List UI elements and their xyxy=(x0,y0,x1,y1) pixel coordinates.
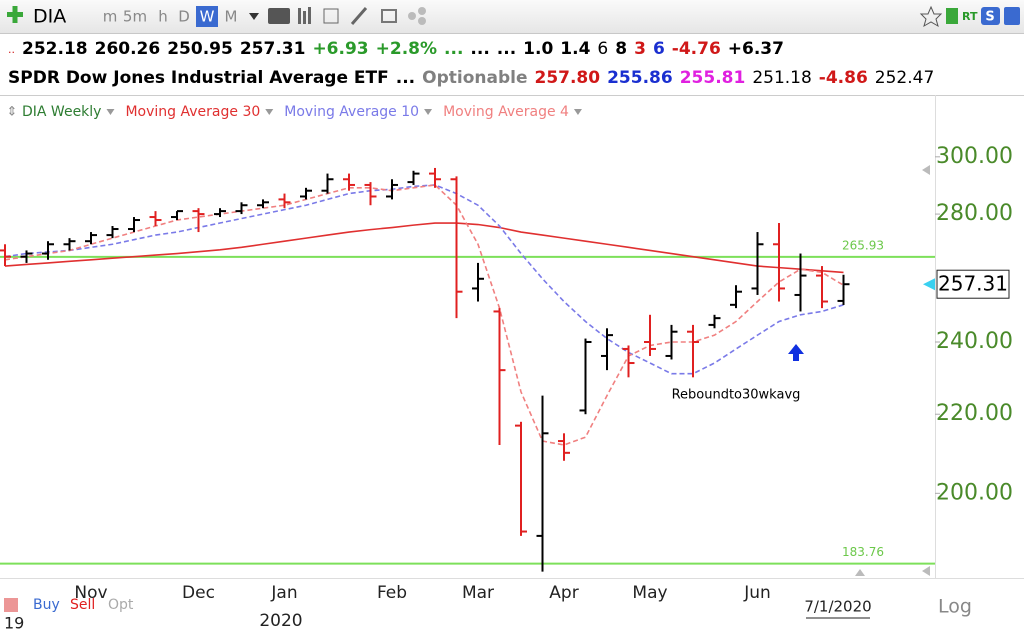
quote-row: SPDR Dow Jones Industrial Average ETF...… xyxy=(8,65,934,91)
x-tick-label: Jan xyxy=(270,583,297,603)
date-label: 7/1/2020 xyxy=(804,598,871,616)
quote-item: ... xyxy=(395,68,416,88)
arrow-annotation xyxy=(788,344,804,361)
chart: Reboundto30wkavg ⇕ DIA Weekly Moving Avera… xyxy=(0,95,1024,633)
legend-menu[interactable] xyxy=(424,109,433,115)
legend-handle: ⇕ xyxy=(7,105,18,120)
quote-close: 257.31 xyxy=(239,39,306,59)
legend-entry[interactable]: Moving Average 30 xyxy=(125,104,260,120)
trade-icon[interactable] xyxy=(4,598,18,612)
quote-item: 252.47 xyxy=(874,68,935,88)
quote-item: 257.80 xyxy=(534,68,601,88)
price-tag: 257.31 xyxy=(938,272,1008,296)
x-tick-label: Dec xyxy=(182,583,215,603)
scroll-marker[interactable] xyxy=(922,165,930,175)
legend-entry[interactable]: DIA Weekly xyxy=(22,104,101,120)
price-tag-pointer xyxy=(923,278,935,291)
favorite-star[interactable] xyxy=(919,5,943,28)
legend: ⇕ DIA Weekly Moving Average 30 Moving Avera… xyxy=(7,104,582,120)
quote-item: -4.76 xyxy=(671,39,721,59)
quote-item: 255.86 xyxy=(607,68,673,88)
buy-button[interactable]: Buy xyxy=(33,597,60,613)
moving-average-line xyxy=(4,222,844,274)
tool-icons[interactable] xyxy=(268,7,426,25)
quote-item: 1.4 xyxy=(560,39,591,59)
quote-item: 3 xyxy=(634,39,646,59)
quote-item: 255.81 xyxy=(679,68,746,88)
quote-item: ... xyxy=(496,39,517,59)
interval-button[interactable]: h xyxy=(158,8,168,26)
y-tick-label: 220.00 xyxy=(936,401,1013,426)
quote-item: ... xyxy=(444,39,464,59)
interval-menu[interactable] xyxy=(249,13,259,20)
quote-low: 250.95 xyxy=(167,39,233,59)
quote-item: -4.86 xyxy=(818,68,868,88)
year-label: 19 xyxy=(4,614,24,633)
moving-average-line xyxy=(4,184,844,375)
quote-item: 8 xyxy=(615,39,628,59)
y-tick-label: 200.00 xyxy=(936,480,1013,505)
y-tick-label: 280.00 xyxy=(936,201,1013,226)
quote-high: 260.26 xyxy=(94,39,161,59)
quote-open: 252.18 xyxy=(22,39,88,59)
legend-entry[interactable]: Moving Average 10 xyxy=(284,104,419,120)
quote-item: +6.37 xyxy=(727,39,784,59)
quote-item: SPDR Dow Jones Industrial Average ETF xyxy=(8,68,389,88)
legend-menu[interactable] xyxy=(106,109,115,115)
quote-item: +6.93 xyxy=(312,39,369,59)
legend-menu[interactable] xyxy=(265,109,274,115)
horizontal-line-label: 183.76 xyxy=(842,545,884,559)
quote-item: ... xyxy=(470,39,490,59)
interval-button[interactable]: 5m xyxy=(123,8,147,26)
rt-icon[interactable] xyxy=(946,8,958,24)
plot xyxy=(0,167,935,572)
y-tick-label: 300.00 xyxy=(936,144,1013,169)
sell-button[interactable]: Sell xyxy=(70,597,95,613)
quote-item: 251.18 xyxy=(752,68,812,88)
rt-badge[interactable]: RT xyxy=(962,10,978,23)
quote-row: .. 252.18 260.26 250.95 257.31 +6.93 +2.8… xyxy=(8,36,784,62)
x-tick-label: Nov xyxy=(74,583,107,603)
x-tick-label: Jun xyxy=(743,583,771,603)
quote-item: 6 xyxy=(597,39,609,59)
quote-item: +2.8% xyxy=(375,39,438,59)
x-tick-label: Feb xyxy=(377,583,407,603)
horizontal-line-label: 265.93 xyxy=(842,238,884,252)
s-badge[interactable]: S xyxy=(985,10,994,25)
interval-button[interactable]: W xyxy=(200,8,215,26)
quote-item: 6 xyxy=(652,39,665,59)
scroll-marker[interactable] xyxy=(922,566,930,576)
quote-item: Optionable xyxy=(422,68,528,88)
interval-button[interactable]: D xyxy=(178,8,190,26)
price-tag-box xyxy=(936,269,1010,299)
add-button[interactable] xyxy=(7,6,23,23)
interval-button[interactable]: M xyxy=(225,8,238,26)
annotation: Reboundto30wkavg xyxy=(672,388,801,403)
legend-menu[interactable] xyxy=(573,109,582,115)
scroll-marker[interactable] xyxy=(855,569,865,576)
quote-item: 1.0 xyxy=(523,39,554,59)
year-label: 2020 xyxy=(259,611,302,631)
toolbar-icons: DIA m 5m h D W M RT S xyxy=(7,5,1020,28)
interval-selected[interactable] xyxy=(196,6,218,27)
symbol[interactable]: DIA xyxy=(33,6,66,28)
menu-button[interactable] xyxy=(1004,7,1020,25)
y-tick-label: 240.00 xyxy=(936,329,1013,354)
x-tick-label: Mar xyxy=(462,583,494,603)
toolbar: DIA m 5m h D W M RT S xyxy=(0,0,1024,34)
s-badge-box[interactable] xyxy=(981,7,1000,25)
moving-average-line xyxy=(4,184,844,446)
opt-button[interactable]: Opt xyxy=(108,597,134,613)
legend-entry[interactable]: Moving Average 4 xyxy=(443,104,569,120)
interval-button[interactable]: m xyxy=(103,8,118,26)
quote-lead: .. xyxy=(8,42,15,56)
x-tick-label: Apr xyxy=(549,583,578,603)
x-tick-label: May xyxy=(632,583,667,603)
scale-toggle[interactable]: Log xyxy=(938,596,972,618)
